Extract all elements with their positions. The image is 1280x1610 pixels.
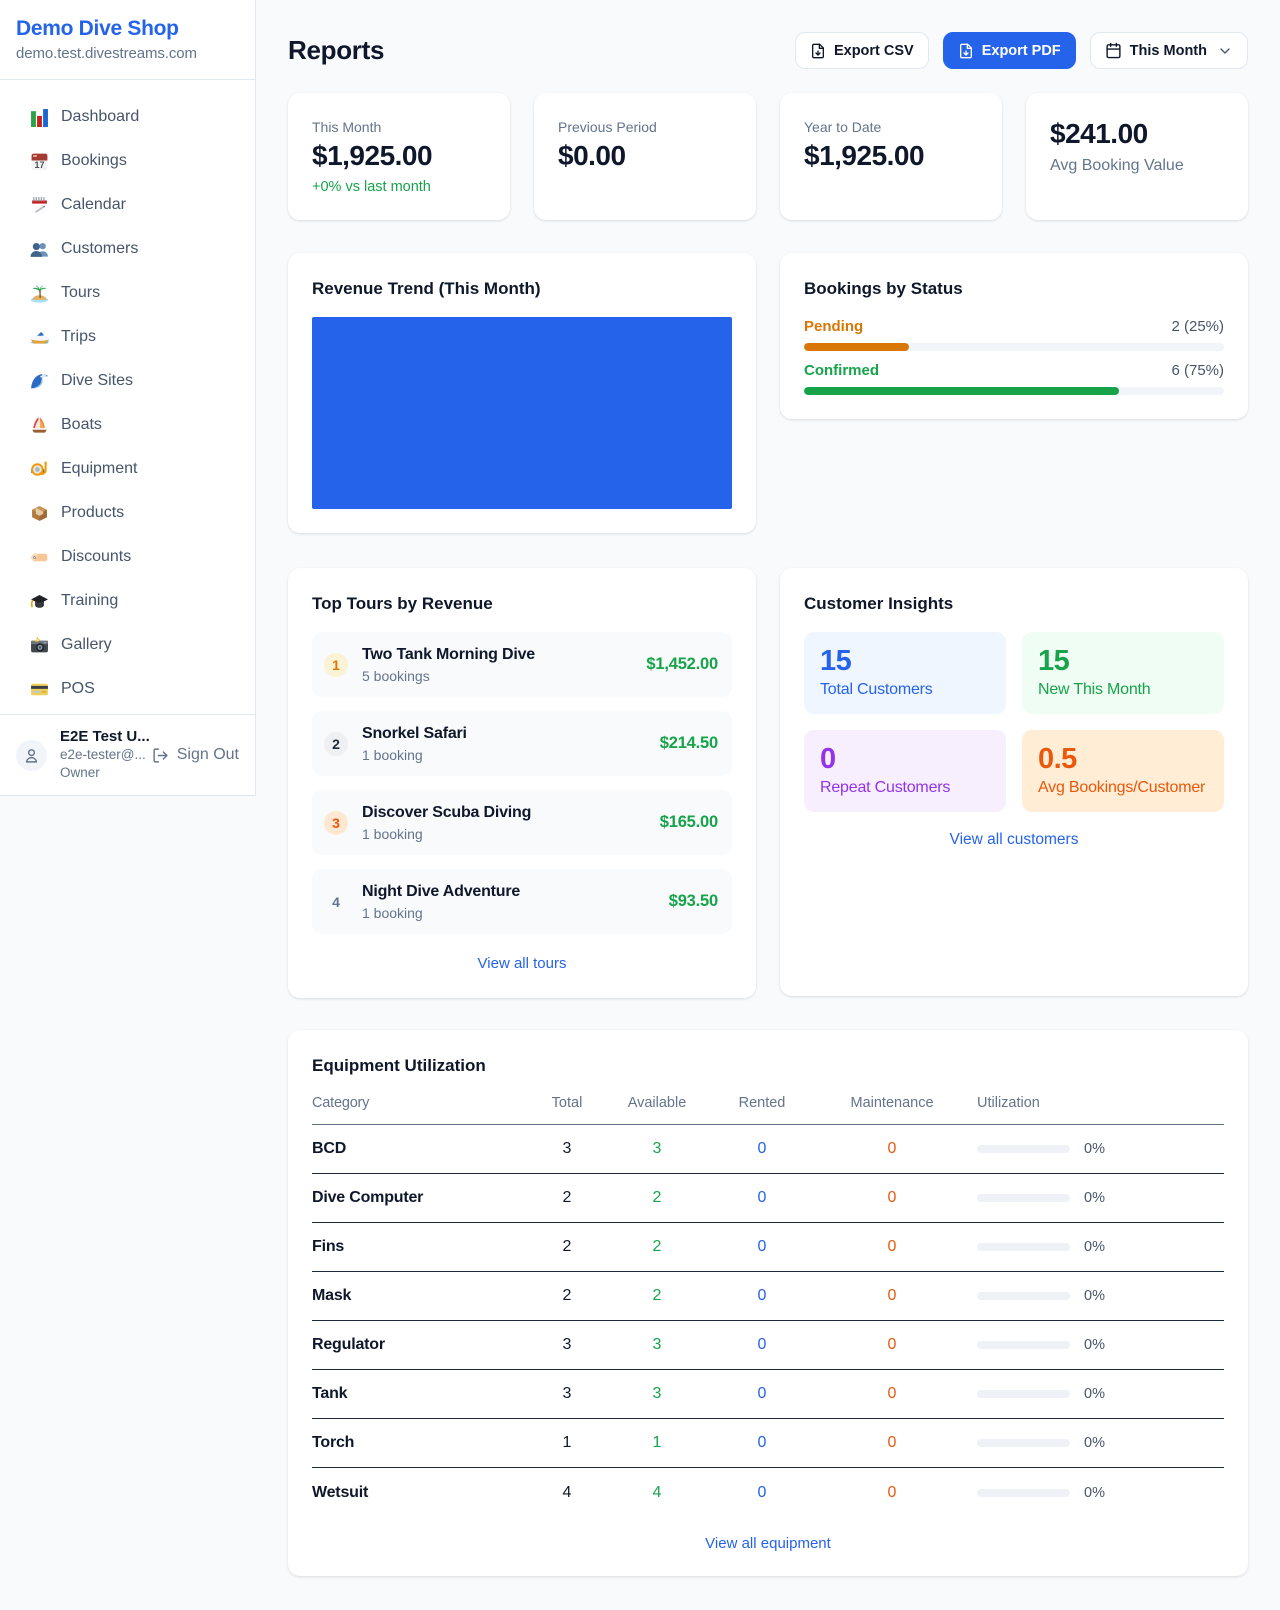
svg-text:17: 17 — [35, 159, 45, 169]
